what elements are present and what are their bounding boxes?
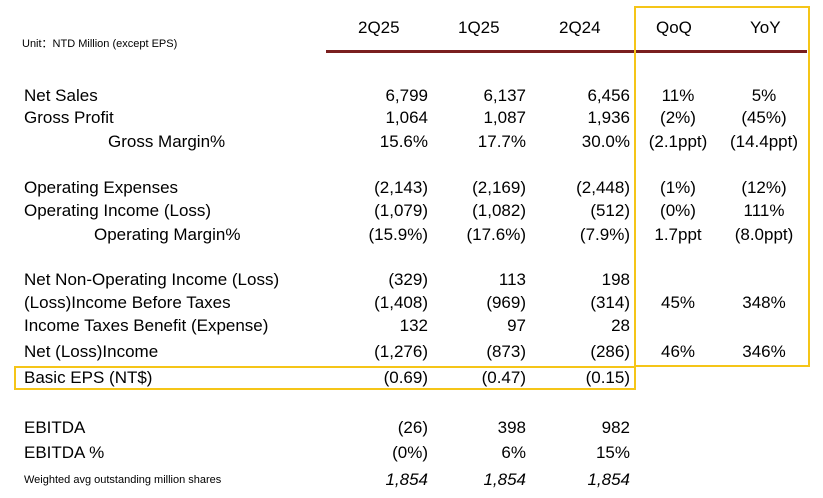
cell-2q24: (0.15) — [585, 368, 630, 387]
col-header-2q25: 2Q25 — [358, 18, 400, 37]
cell-yoy: 111% — [743, 201, 785, 220]
cell-yoy: (45%) — [741, 108, 787, 127]
cell-1q25: (873) — [486, 342, 526, 361]
cell-2q24: 28 — [611, 316, 630, 335]
cell-qoq: (2.1ppt) — [648, 132, 708, 151]
cell-yoy: 348% — [742, 293, 786, 312]
cell-2q25: 1,854 — [385, 470, 428, 489]
cell-yoy: 346% — [742, 342, 786, 361]
cell-1q25: (17.6%) — [466, 225, 526, 244]
cell-2q25: (2,143) — [374, 178, 428, 197]
qoq-yoy-highlight-box — [634, 6, 810, 367]
cell-2q24: 1,854 — [587, 470, 630, 489]
row-label: Gross Margin% — [108, 132, 226, 151]
row-label: Weighted avg outstanding million shares — [24, 474, 222, 486]
cell-2q25: 15.6% — [379, 132, 428, 151]
cell-1q25: 113 — [498, 270, 526, 289]
cell-2q25: 6,799 — [385, 86, 428, 105]
cell-2q24: (7.9%) — [579, 225, 630, 244]
cell-qoq: (0%) — [660, 201, 696, 220]
cell-2q25: (1,408) — [374, 293, 428, 312]
cell-2q25: (15.9%) — [368, 225, 428, 244]
col-header-2q24: 2Q24 — [559, 18, 601, 37]
cell-2q25: (1,276) — [374, 342, 428, 361]
cell-2q25: (1,079) — [374, 201, 428, 220]
row-label: Operating Expenses — [24, 178, 179, 197]
row-label: EBITDA — [24, 418, 86, 437]
cell-qoq: (1%) — [660, 178, 696, 197]
row-label: EBITDA % — [24, 443, 105, 462]
row-label: Net Sales — [24, 86, 98, 105]
row-label: (Loss)Income Before Taxes — [24, 293, 231, 312]
cell-2q24: 1,936 — [587, 108, 630, 127]
row-label: Gross Profit — [24, 108, 114, 127]
cell-2q25: (0.69) — [383, 368, 428, 387]
cell-qoq: 11% — [661, 86, 695, 105]
cell-yoy: 5% — [751, 86, 777, 105]
cell-yoy: (14.4ppt) — [729, 132, 799, 151]
cell-1q25: (969) — [486, 293, 526, 312]
row-label: Operating Income (Loss) — [24, 201, 212, 220]
cell-2q24: 982 — [601, 418, 630, 437]
cell-1q25: 6,137 — [483, 86, 526, 105]
cell-1q25: 1,854 — [483, 470, 526, 489]
cell-yoy: (8.0ppt) — [734, 225, 794, 244]
row-label: Net Non-Operating Income (Loss) — [24, 270, 280, 289]
col-header-qoq: QoQ — [656, 18, 692, 37]
cell-1q25: (2,169) — [472, 178, 526, 197]
cell-qoq: 45% — [660, 293, 696, 312]
row-label: Operating Margin% — [94, 225, 241, 244]
cell-1q25: 17.7% — [477, 132, 526, 151]
cell-2q24: 30.0% — [581, 132, 630, 151]
row-label: Basic EPS (NT$) — [24, 368, 153, 387]
cell-1q25: 1,087 — [483, 108, 526, 127]
cell-yoy: (12%) — [741, 178, 787, 197]
cell-2q25: (329) — [388, 270, 428, 289]
cell-2q24: 6,456 — [587, 86, 630, 105]
cell-2q24: (286) — [590, 342, 630, 361]
col-header-yoy: YoY — [750, 18, 781, 37]
unit-note: Unit：NTD Million (except EPS) — [22, 38, 178, 50]
cell-1q25: 97 — [507, 316, 526, 335]
eps-highlight-box — [14, 366, 636, 390]
cell-1q25: (0.47) — [481, 368, 526, 387]
cell-2q25: 1,064 — [385, 108, 428, 127]
cell-2q25: 132 — [399, 316, 428, 335]
cell-1q25: (1,082) — [472, 201, 526, 220]
cell-2q24: (512) — [590, 201, 630, 220]
cell-1q25: 398 — [497, 418, 526, 437]
cell-qoq: 46% — [660, 342, 696, 361]
row-label: Income Taxes Benefit (Expense) — [24, 316, 269, 335]
row-label: Net (Loss)Income — [24, 342, 159, 361]
cell-2q24: 15% — [595, 443, 630, 462]
cell-2q24: (2,448) — [576, 178, 630, 197]
header-rule — [326, 50, 807, 53]
cell-2q25: (26) — [397, 418, 428, 437]
cell-2q24: 198 — [601, 270, 630, 289]
cell-2q24: (314) — [590, 293, 630, 312]
cell-qoq: (2%) — [660, 108, 696, 127]
cell-2q25: (0%) — [392, 443, 428, 462]
col-header-1q25: 1Q25 — [458, 18, 500, 37]
cell-qoq: 1.7ppt — [654, 225, 702, 244]
cell-1q25: 6% — [501, 443, 526, 462]
